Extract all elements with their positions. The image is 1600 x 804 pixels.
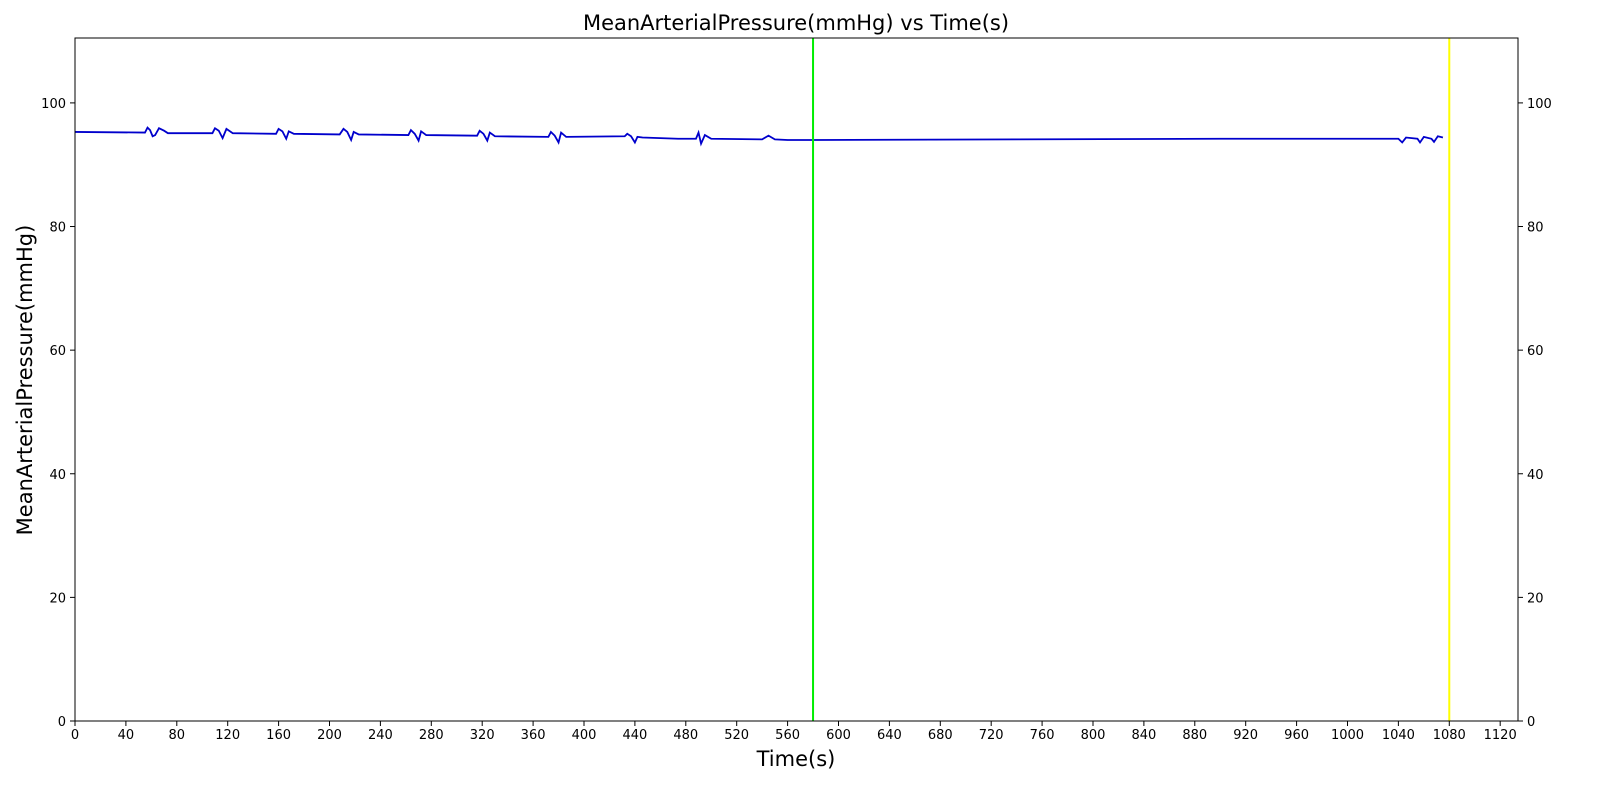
x-tick-label: 960 (1284, 728, 1309, 743)
x-tick-label: 40 (118, 728, 135, 743)
x-tick-label: 760 (1030, 728, 1055, 743)
x-tick-label: 520 (724, 728, 749, 743)
x-tick-label: 640 (877, 728, 902, 743)
x-tick-label: 440 (622, 728, 647, 743)
plot-frame (74, 37, 1519, 722)
x-tick-label: 160 (266, 728, 291, 743)
y-axis-label: MeanArterialPressure(mmHg) (13, 225, 37, 536)
x-tick-label: 0 (71, 728, 79, 743)
x-tick-label: 480 (673, 728, 698, 743)
x-tick-label: 720 (979, 728, 1004, 743)
x-tick-label: 560 (775, 728, 800, 743)
x-tick-label: 200 (317, 728, 342, 743)
y-tick-label-right: 0 (1527, 715, 1535, 730)
x-tick-label: 400 (572, 728, 597, 743)
x-tick-label: 840 (1131, 728, 1156, 743)
x-tick-label: 920 (1233, 728, 1258, 743)
y-tick-label: 40 (49, 468, 66, 483)
x-axis-label: Time(s) (756, 747, 836, 771)
data-line (74, 126, 1444, 147)
y-tick-label-right: 60 (1527, 344, 1544, 359)
x-tick-label: 320 (470, 728, 495, 743)
x-tick-label: 600 (826, 728, 851, 743)
x-tick-label: 680 (928, 728, 953, 743)
y-tick-label-right: 100 (1527, 97, 1552, 112)
x-tick-label: 280 (419, 728, 444, 743)
x-tick-label: 120 (215, 728, 240, 743)
y-tick-label: 0 (58, 715, 66, 730)
x-tick-label: 1080 (1433, 728, 1466, 743)
x-tick-label: 1040 (1382, 728, 1415, 743)
x-tick-label: 80 (169, 728, 186, 743)
y-tick-label-right: 80 (1527, 221, 1544, 236)
y-tick-label: 100 (41, 97, 66, 112)
x-tick-label: 880 (1182, 728, 1207, 743)
x-tick-label: 360 (521, 728, 546, 743)
x-tick-label: 1000 (1331, 728, 1364, 743)
y-tick-label: 20 (49, 591, 66, 606)
x-tick-label: 800 (1081, 728, 1106, 743)
x-tick-label: 240 (368, 728, 393, 743)
y-tick-label-right: 40 (1527, 468, 1544, 483)
chart-title: MeanArterialPressure(mmHg) vs Time(s) (583, 11, 1009, 35)
x-tick-label: 1120 (1484, 728, 1517, 743)
y-tick-label: 80 (49, 221, 66, 236)
y-tick-label: 60 (49, 344, 66, 359)
y-tick-label-right: 20 (1527, 591, 1544, 606)
